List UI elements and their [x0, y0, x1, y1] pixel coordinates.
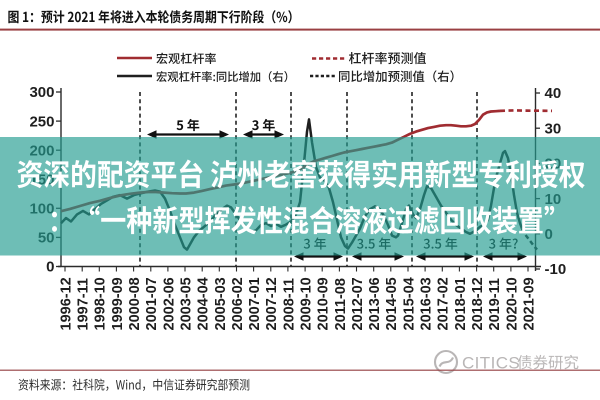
svg-text:2013-06: 2013-06 — [367, 277, 383, 330]
svg-text:2005-03: 2005-03 — [213, 277, 229, 330]
svg-text:1996-12: 1996-12 — [58, 277, 74, 330]
svg-text:2016-03: 2016-03 — [419, 277, 435, 330]
svg-text:2007-12: 2007-12 — [264, 277, 280, 330]
svg-text:2018-12: 2018-12 — [470, 277, 486, 330]
svg-text:-10: -10 — [545, 261, 567, 278]
svg-text:1999-09: 1999-09 — [110, 277, 126, 330]
svg-text:2004-04: 2004-04 — [196, 277, 212, 330]
svg-text:2020-10: 2020-10 — [504, 277, 520, 330]
svg-text:2019-11: 2019-11 — [487, 278, 503, 330]
svg-text:2015-04: 2015-04 — [401, 277, 417, 330]
svg-text:2010-09: 2010-09 — [316, 277, 332, 330]
svg-text:CITICS: CITICS — [462, 354, 520, 373]
svg-text:1998-10: 1998-10 — [93, 277, 109, 330]
svg-text:2007-01: 2007-01 — [247, 277, 263, 330]
svg-text:40: 40 — [545, 85, 562, 102]
svg-text:2002-06: 2002-06 — [161, 277, 177, 330]
svg-text:0: 0 — [46, 259, 54, 276]
svg-text:300: 300 — [29, 84, 54, 101]
svg-text:2008-11: 2008-11 — [281, 278, 297, 330]
svg-text:2000-08: 2000-08 — [127, 277, 143, 330]
svg-text:2017-02: 2017-02 — [436, 277, 452, 330]
svg-text:1997-11: 1997-11 — [76, 278, 92, 330]
svg-text:2001-07: 2001-07 — [144, 277, 160, 330]
svg-text:2018-01: 2018-01 — [453, 277, 469, 330]
svg-text:2011-08: 2011-08 — [333, 278, 349, 330]
svg-text:2012-07: 2012-07 — [350, 277, 366, 330]
svg-text:30: 30 — [545, 120, 562, 137]
svg-text:2009-10: 2009-10 — [299, 277, 315, 330]
svg-text:2021-09: 2021-09 — [521, 277, 537, 330]
svg-text:2006-02: 2006-02 — [230, 277, 246, 330]
svg-text:2014-05: 2014-05 — [384, 277, 400, 330]
svg-text:2003-05: 2003-05 — [178, 277, 194, 330]
svg-text:250: 250 — [29, 113, 54, 130]
